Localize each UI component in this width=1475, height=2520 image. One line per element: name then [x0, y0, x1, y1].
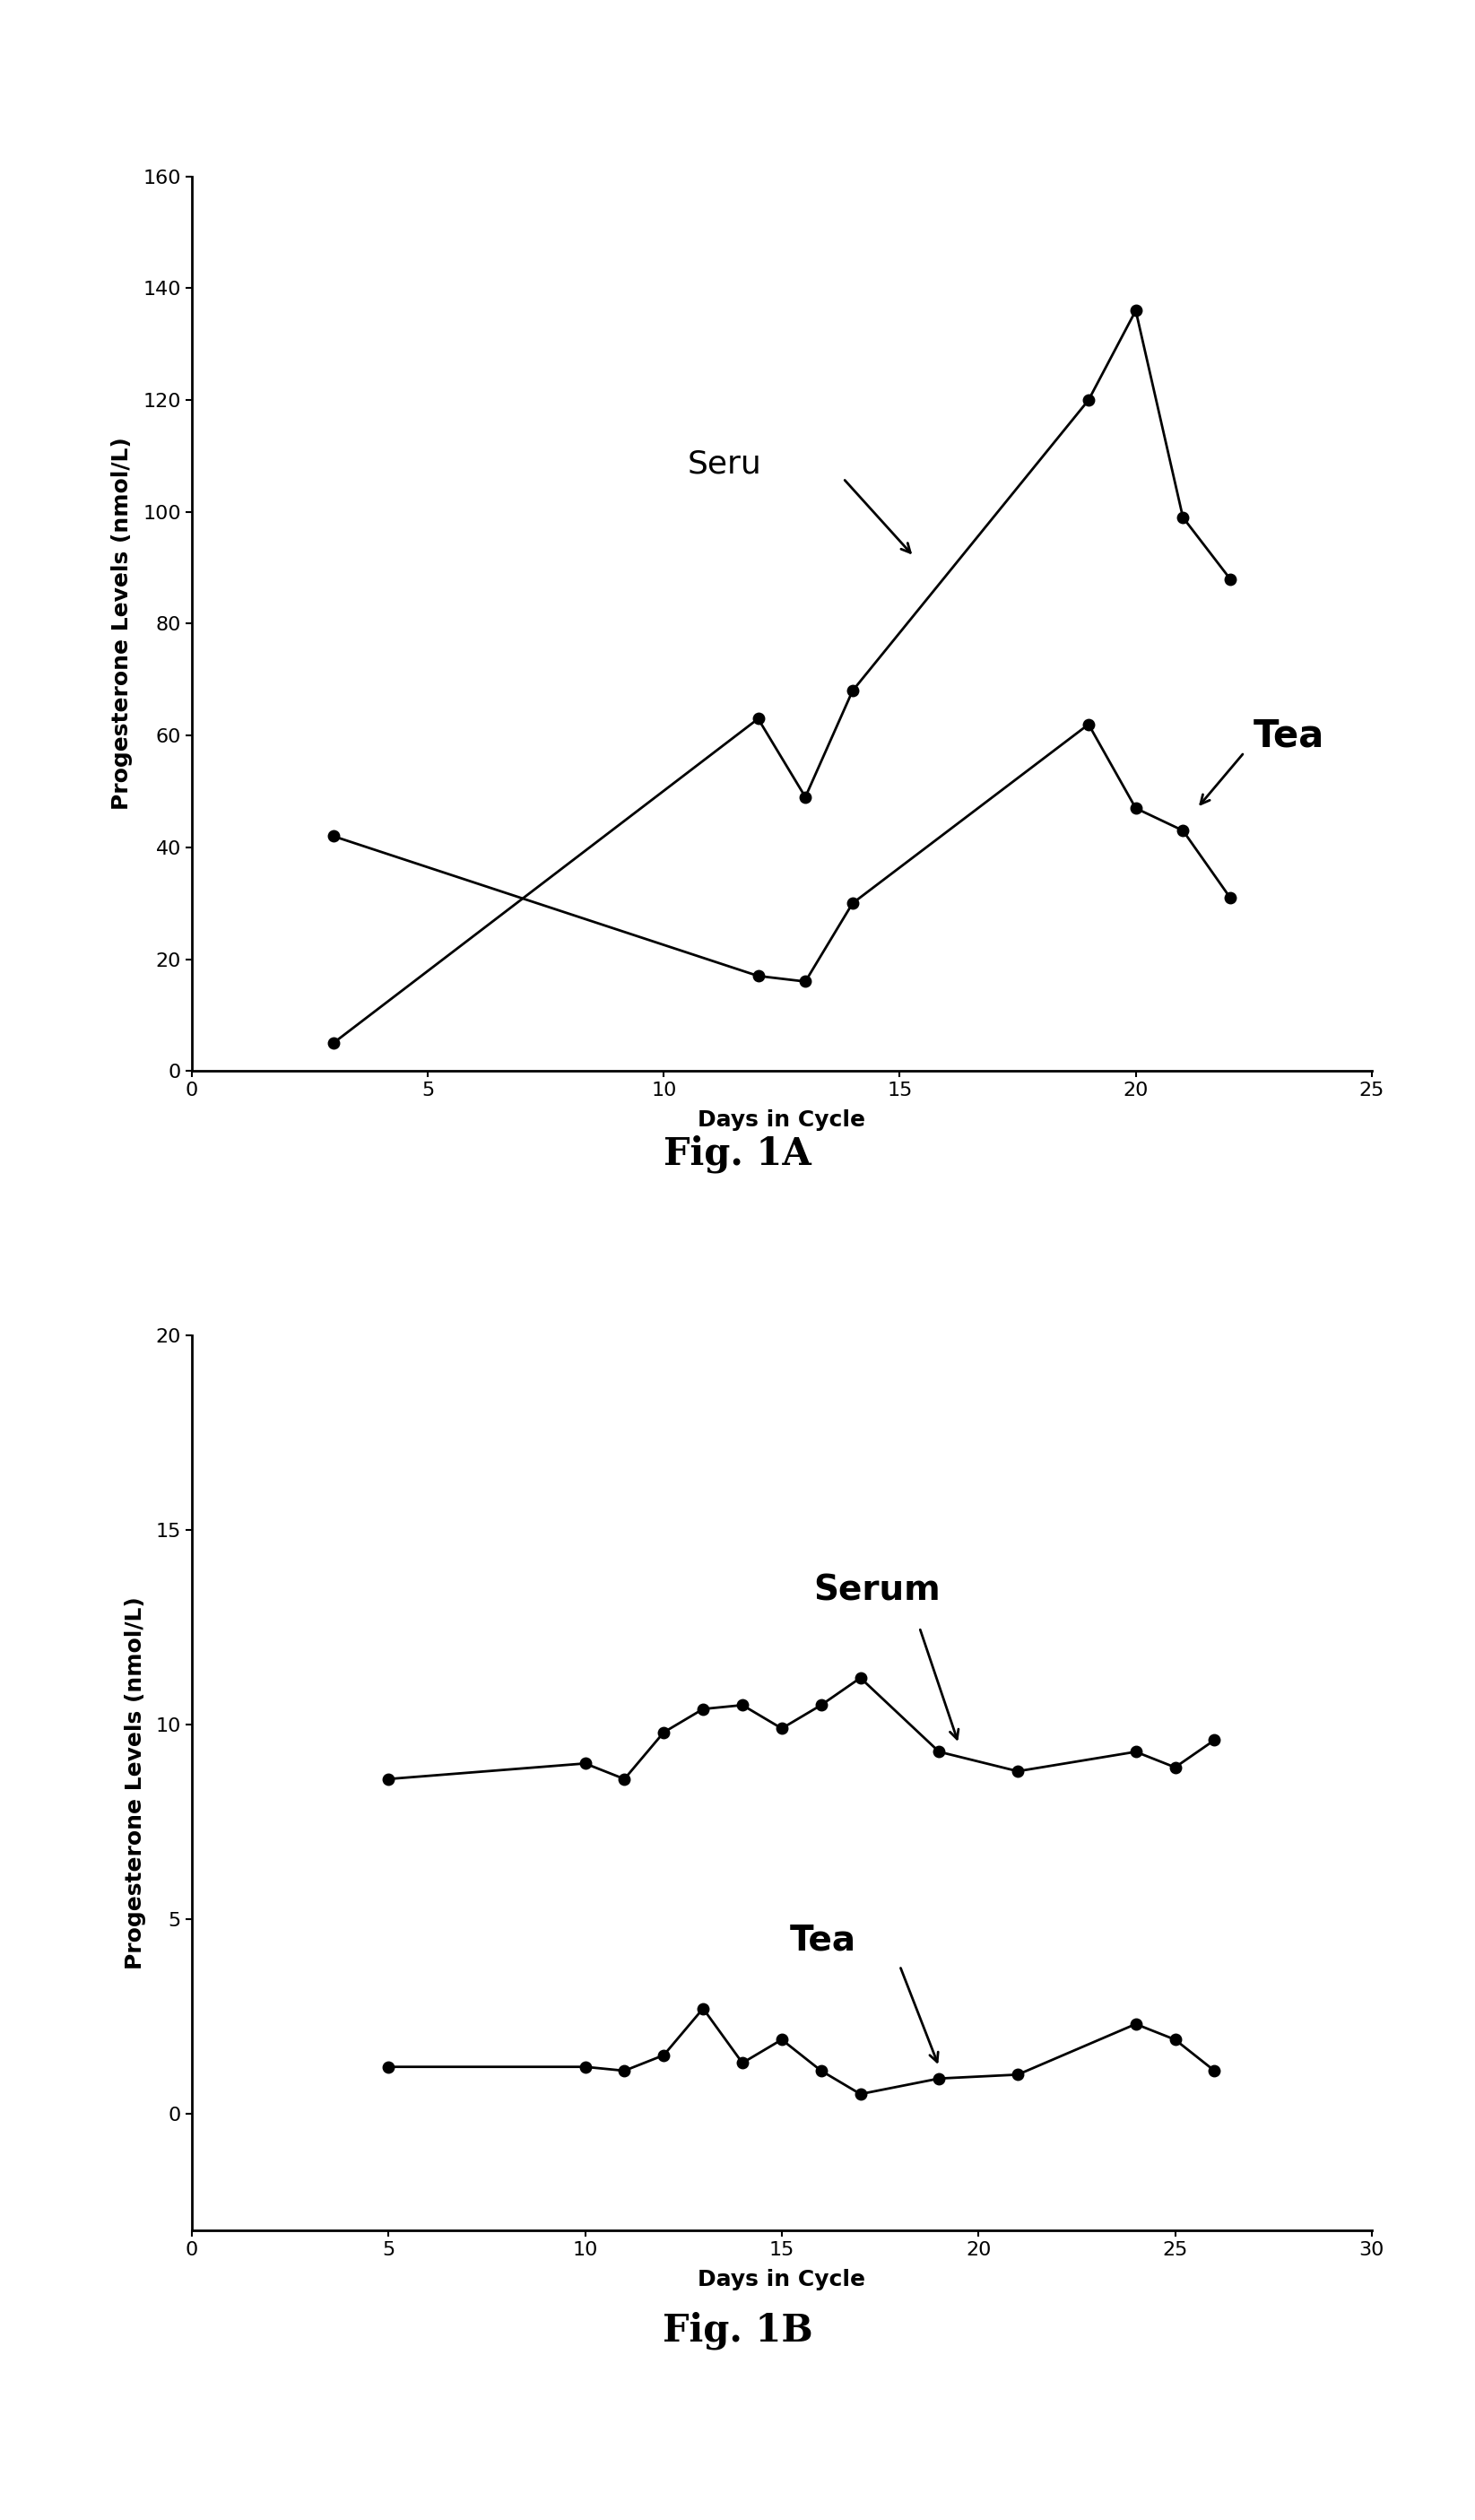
- Text: Tea: Tea: [789, 1923, 856, 1958]
- Y-axis label: Progesterone Levels (nmol/L): Progesterone Levels (nmol/L): [112, 438, 133, 809]
- Text: Fig. 1A: Fig. 1A: [664, 1134, 811, 1174]
- Text: Fig. 1B: Fig. 1B: [662, 2311, 813, 2351]
- X-axis label: Days in Cycle: Days in Cycle: [698, 1109, 866, 1131]
- Y-axis label: Progesterone Levels (nmol/L): Progesterone Levels (nmol/L): [124, 1598, 146, 1968]
- Text: Seru: Seru: [687, 449, 761, 479]
- Text: Serum: Serum: [813, 1572, 941, 1608]
- Text: Tea: Tea: [1254, 718, 1325, 756]
- X-axis label: Days in Cycle: Days in Cycle: [698, 2268, 866, 2291]
